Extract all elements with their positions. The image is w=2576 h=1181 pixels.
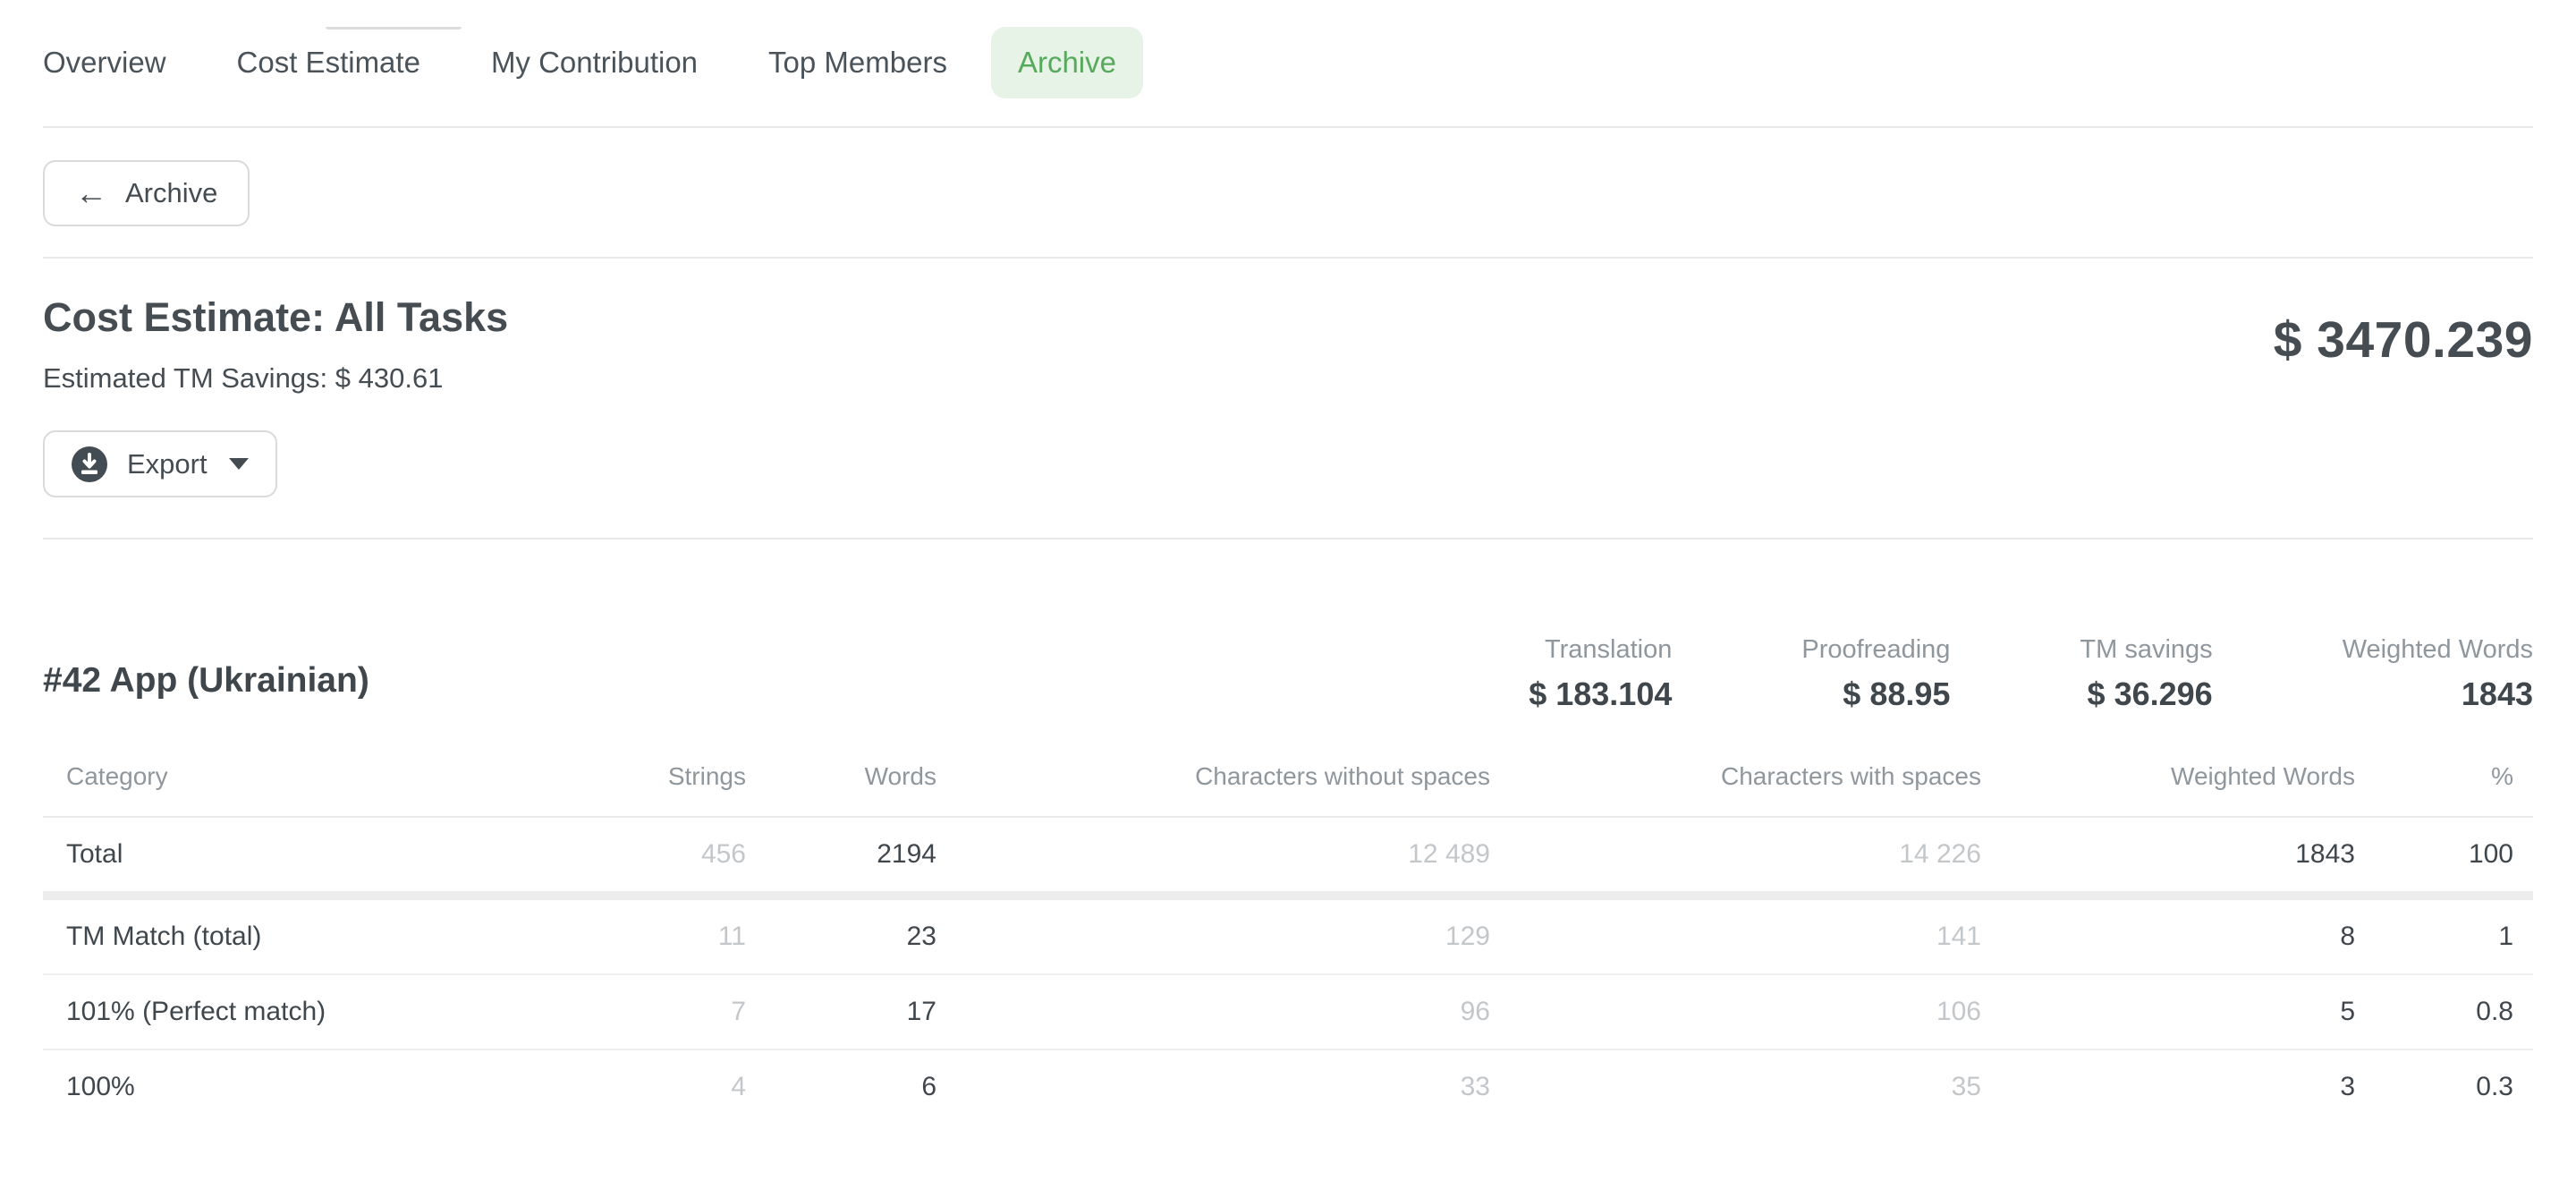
cost-estimate-table: Category Strings Words Characters withou… <box>43 713 2533 1124</box>
stat-value: $ 183.104 <box>1529 675 1673 712</box>
cell-chars-without: 96 <box>936 974 1490 1050</box>
stat-value: 1843 <box>2461 675 2533 712</box>
cell-chars-without: 129 <box>936 896 1490 975</box>
tab-overview[interactable]: Overview <box>43 46 166 79</box>
archive-back-label: Archive <box>125 177 218 208</box>
stat-label: TM savings <box>2080 635 2213 664</box>
cell-category: TM Match (total) <box>43 896 615 975</box>
stat-weighted-words: Weighted Words 1843 <box>2343 635 2533 713</box>
stat-value: $ 88.95 <box>1843 675 1951 712</box>
stat-label: Proofreading <box>1801 635 1951 664</box>
cell-weighted: 5 <box>1981 974 2355 1050</box>
table-header-row: Category Strings Words Characters withou… <box>43 713 2533 818</box>
download-icon <box>72 446 107 482</box>
archive-back-button[interactable]: ← Archive <box>43 160 250 226</box>
export-button[interactable]: Export <box>43 430 277 497</box>
cell-chars-with: 141 <box>1490 896 1981 975</box>
column-header-category: Category <box>43 713 615 818</box>
cell-strings: 11 <box>615 896 746 975</box>
column-header-words: Words <box>746 713 936 818</box>
table-row-tm-match: TM Match (total) 11 23 129 141 8 1 <box>43 896 2533 975</box>
cell-strings: 456 <box>615 817 746 900</box>
column-header-weighted-words: Weighted Words <box>1981 713 2355 818</box>
tm-savings-text: Estimated TM Savings: $ 430.61 <box>43 362 444 394</box>
tab-my-contribution[interactable]: My Contribution <box>490 46 699 79</box>
cell-chars-with: 106 <box>1490 974 1981 1050</box>
cell-percent: 100 <box>2355 817 2533 900</box>
cell-words: 2194 <box>746 817 936 900</box>
column-header-strings: Strings <box>615 713 746 818</box>
stat-tm-savings: TM savings $ 36.296 <box>2080 635 2212 713</box>
cell-words: 17 <box>746 974 936 1050</box>
table-row-101-perfect-match: 101% (Perfect match) 7 17 96 106 5 0.8 <box>43 974 2533 1050</box>
cell-weighted: 8 <box>1981 896 2355 975</box>
stat-value: $ 36.296 <box>2087 675 2213 712</box>
stat-label: Translation <box>1544 635 1673 664</box>
cell-percent: 0.8 <box>2355 974 2533 1050</box>
table-row-total: Total 456 2194 12 489 14 226 1843 100 <box>43 817 2533 900</box>
cell-words: 23 <box>746 896 936 975</box>
tab-archive[interactable]: Archive <box>990 27 1143 98</box>
cell-category: Total <box>43 817 615 900</box>
column-header-chars-with-spaces: Characters with spaces <box>1490 713 1981 818</box>
export-label: Export <box>127 447 208 480</box>
tab-top-members[interactable]: Top Members <box>768 46 947 79</box>
cell-percent: 1 <box>2355 896 2533 975</box>
stat-translation: Translation $ 183.104 <box>1529 635 1672 713</box>
cell-chars-with: 35 <box>1951 1072 1981 1101</box>
chevron-down-icon <box>228 458 249 470</box>
divider <box>43 257 2533 259</box>
cell-words: 6 <box>921 1072 936 1101</box>
cost-summary: Cost Estimate: All Tasks $ 3470.239 Esti… <box>0 294 2576 497</box>
total-cost-value: $ 3470.239 <box>2273 311 2533 369</box>
cell-chars-without: 12 489 <box>936 817 1490 900</box>
arrow-left-icon: ← <box>75 174 107 211</box>
cell-category: 101% (Perfect match) <box>43 974 615 1050</box>
table-row-100: 100% 4 6 33 35 3 0.3 <box>43 1049 2533 1124</box>
column-header-percent: % <box>2355 713 2533 818</box>
tab-cost-estimate[interactable]: Cost Estimate <box>236 46 420 79</box>
cell-weighted: 1843 <box>1981 817 2355 900</box>
cell-category: 100% <box>66 1072 135 1101</box>
cell-weighted: 3 <box>2340 1072 2355 1101</box>
column-header-chars-without-spaces: Characters without spaces <box>936 713 1490 818</box>
stat-label: Weighted Words <box>2342 635 2533 664</box>
task-cost-section: #42 App (Ukrainian) Translation $ 183.10… <box>0 635 2576 1124</box>
task-stats: Translation $ 183.104 Proofreading $ 88.… <box>1529 635 2533 713</box>
page-title: Cost Estimate: All Tasks <box>43 294 509 340</box>
divider <box>43 126 2533 128</box>
cropped-element-fragment <box>326 27 462 30</box>
cell-chars-without: 33 <box>1460 1072 1490 1101</box>
tab-bar: Overview Cost Estimate My Contribution T… <box>43 27 2533 98</box>
divider <box>43 538 2533 540</box>
task-title: #42 App (Ukrainian) <box>43 661 369 700</box>
stat-proofreading: Proofreading $ 88.95 <box>1801 635 1950 713</box>
cell-percent: 0.3 <box>2476 1072 2513 1101</box>
cell-strings: 4 <box>731 1072 746 1101</box>
cell-strings: 7 <box>615 974 746 1050</box>
cell-chars-with: 14 226 <box>1490 817 1981 900</box>
